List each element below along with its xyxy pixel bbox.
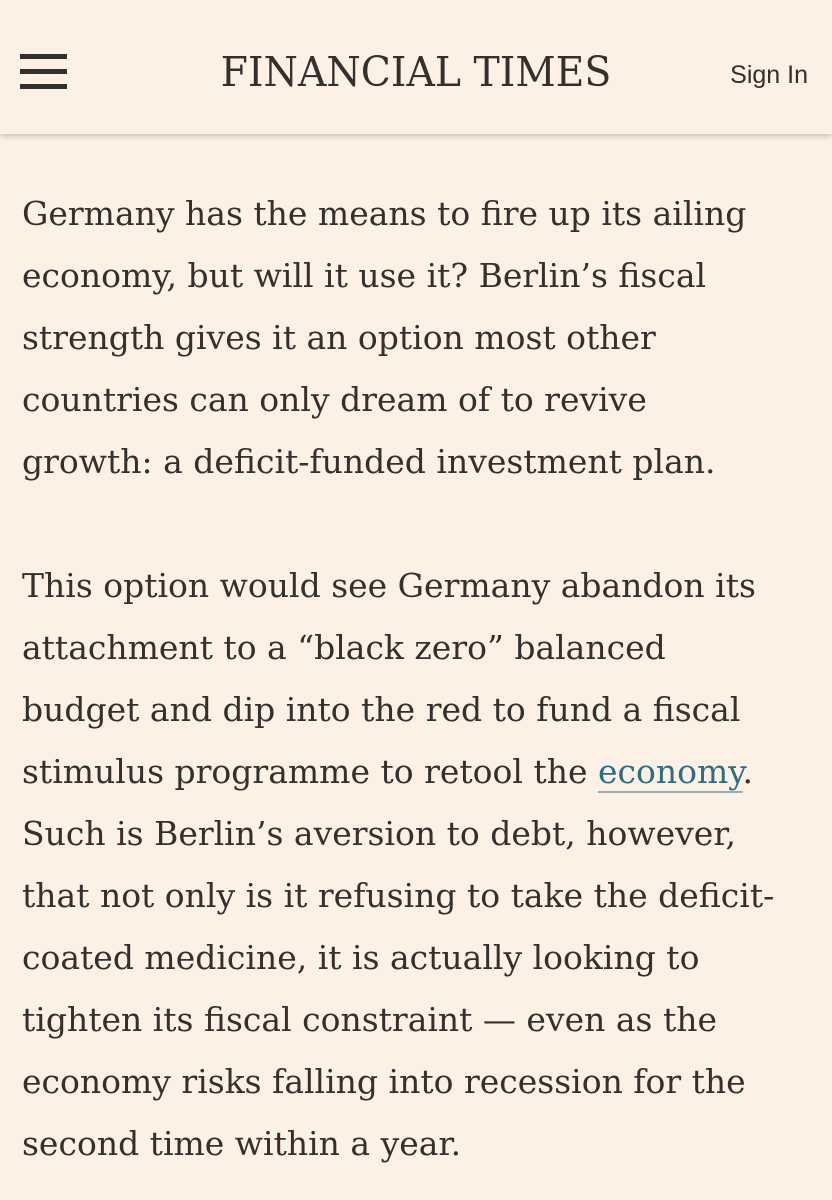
paragraph-line: growth: a deficit-funded investment plan… xyxy=(22,442,716,481)
paragraph-line: economy, but will it use it? Berlin’s fi… xyxy=(22,256,707,295)
paragraph-line: Such is Berlin’s aversion to debt, howev… xyxy=(22,814,736,853)
paragraph-line: budget and dip into the red to fund a fi… xyxy=(22,690,741,729)
paragraph-line: tighten its fiscal constraint — even as … xyxy=(22,1000,717,1039)
paragraph-line: countries can only dream of to revive xyxy=(22,380,647,419)
paragraph-line: This option would see Germany abandon it… xyxy=(22,566,756,605)
paragraph-line-text: stimulus programme to retool the xyxy=(22,752,598,791)
masthead-logo[interactable]: FINANCIAL TIMES xyxy=(220,48,612,96)
paragraph-line: attachment to a “black zero” balanced xyxy=(22,628,666,667)
site-header: FINANCIAL TIMES Sign In xyxy=(0,0,832,134)
paragraph-line: second time within a year. xyxy=(22,1124,462,1163)
article-body: Germany has the means to fire up its ail… xyxy=(22,183,822,1175)
paragraph-line: that not only is it refusing to take the… xyxy=(22,876,775,915)
article-paragraph-2: This option would see Germany abandon it… xyxy=(22,555,822,1175)
paragraph-line: strength gives it an option most other xyxy=(22,318,656,357)
sign-in-link[interactable]: Sign In xyxy=(730,61,808,89)
paragraph-line-with-link: stimulus programme to retool the economy… xyxy=(22,741,822,803)
link-trailing-punctuation: . xyxy=(742,752,754,791)
paragraph-line: coated medicine, it is actually looking … xyxy=(22,938,700,977)
paragraph-line: Germany has the means to fire up its ail… xyxy=(22,194,747,233)
article-paragraph-1: Germany has the means to fire up its ail… xyxy=(22,183,822,493)
economy-link[interactable]: economy xyxy=(597,752,743,791)
paragraph-line: economy risks falling into recession for… xyxy=(22,1062,746,1101)
hamburger-menu-icon[interactable] xyxy=(20,54,67,90)
